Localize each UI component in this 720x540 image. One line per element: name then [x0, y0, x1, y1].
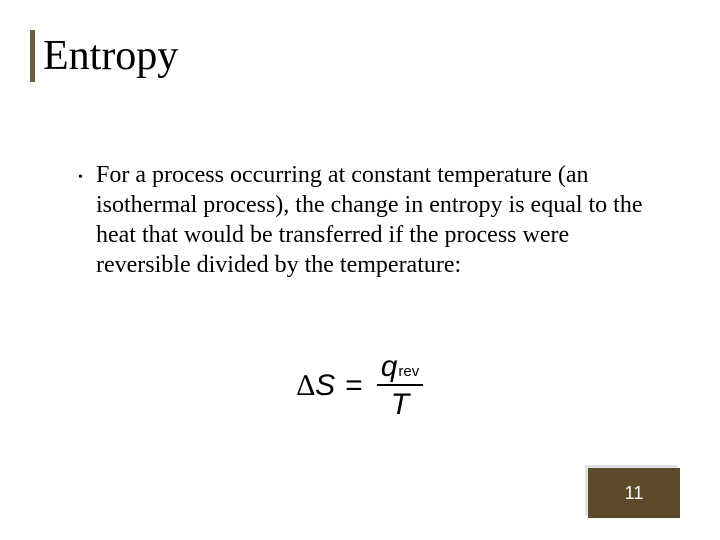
equation-lhs: ∆S: [297, 369, 335, 403]
slide-title-group: Entropy: [30, 30, 178, 82]
bullet-block: • For a process occurring at constant te…: [78, 160, 650, 280]
fraction: q rev T: [377, 352, 424, 420]
equation: ∆S = q rev T: [0, 352, 720, 420]
slide-title: Entropy: [43, 32, 178, 80]
numerator-var: q: [381, 352, 398, 382]
page-number: 11: [625, 483, 644, 504]
page-number-box: 11: [588, 468, 680, 518]
numerator-subscript: rev: [398, 364, 419, 379]
denominator: T: [391, 386, 409, 420]
title-accent-bar: [30, 30, 35, 82]
lhs-variable: S: [315, 369, 335, 402]
equals-sign: =: [345, 369, 363, 403]
delta-symbol: ∆: [297, 369, 315, 402]
numerator: q rev: [377, 352, 424, 384]
bullet-text: For a process occurring at constant temp…: [96, 160, 650, 280]
bullet-marker: •: [78, 170, 83, 186]
